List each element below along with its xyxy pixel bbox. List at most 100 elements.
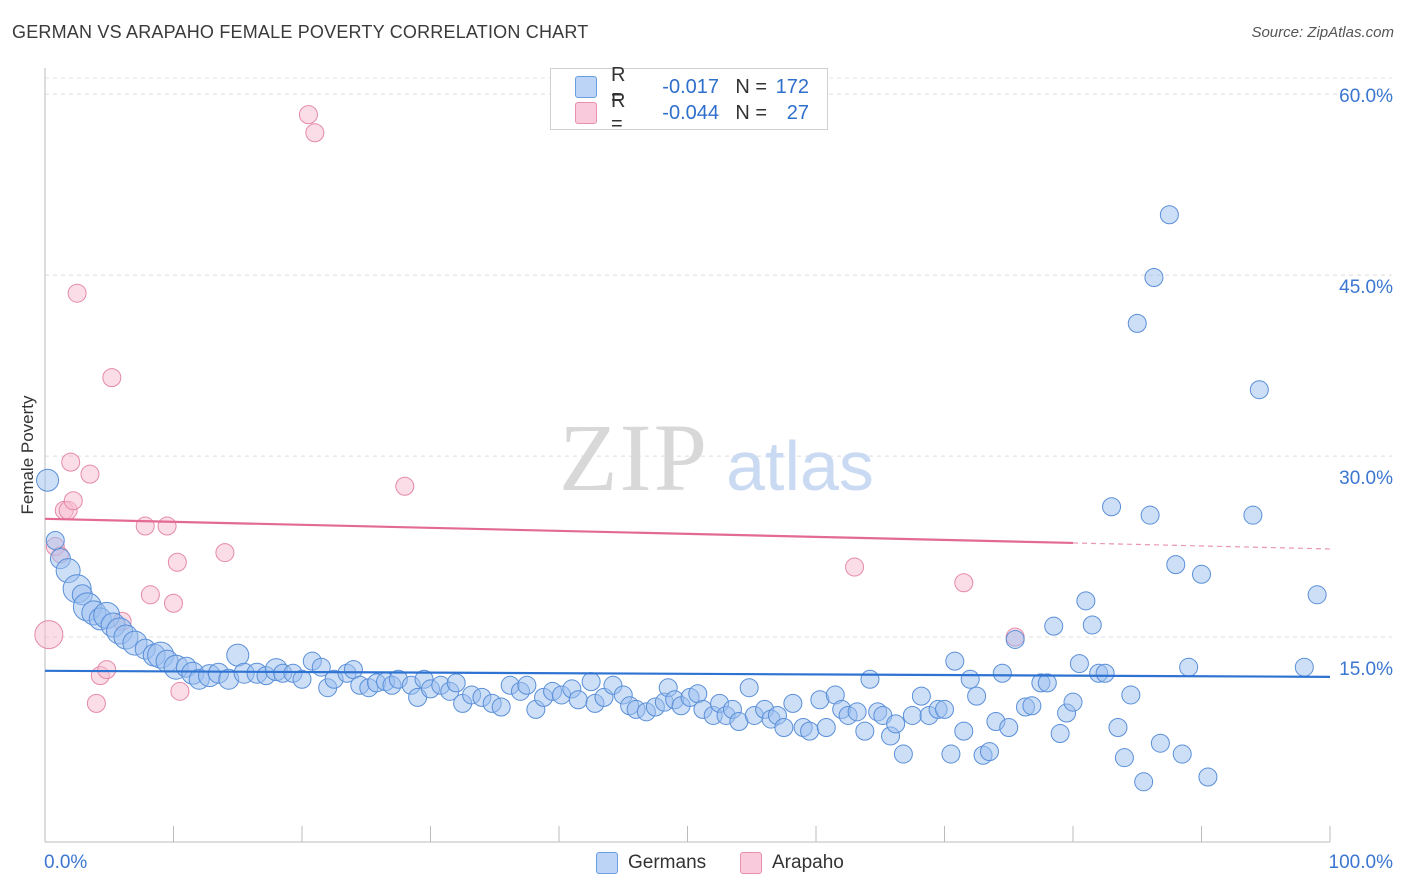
axes: [44, 68, 1331, 843]
germans-point: [893, 744, 913, 764]
germans-point: [860, 669, 880, 689]
legend-item-arapaho: Arapaho: [740, 852, 844, 874]
germans-point: [1140, 505, 1160, 525]
stats-legend: R = -0.017 N = 172 R = -0.044 N = 27: [550, 64, 828, 135]
germans-point: [1134, 772, 1154, 792]
germans-point: [886, 714, 906, 734]
arapaho-point: [395, 476, 415, 496]
germans-point: [967, 686, 987, 706]
chart-source: Source: ZipAtlas.com: [1251, 24, 1394, 41]
germans-point: [1249, 380, 1269, 400]
arapaho-swatch: [575, 102, 597, 124]
arapaho-point: [954, 573, 974, 593]
germans-point: [979, 742, 999, 762]
legend-row-arapaho: R = -0.044 N = 27: [575, 90, 809, 135]
germans-point: [800, 721, 820, 741]
legend-item-germans: Germans: [596, 852, 706, 874]
watermark-zip: ZIP: [559, 404, 709, 511]
germans-point: [911, 686, 931, 706]
germans-r-value: -0.017: [662, 75, 719, 98]
germans-legend-label: Germans: [628, 852, 707, 873]
arapaho-n-value: 27: [786, 101, 809, 124]
germans-point: [992, 663, 1012, 683]
germans-point: [783, 693, 803, 713]
arapaho-point: [97, 660, 117, 680]
germans-point: [855, 721, 875, 741]
arapaho-point: [845, 557, 865, 577]
arapaho-points: [34, 105, 1025, 713]
germans-point: [1198, 767, 1218, 787]
germans-n-value: 172: [775, 75, 809, 98]
germans-point: [517, 675, 537, 695]
arapaho-point: [164, 593, 183, 613]
germans-point: [945, 651, 965, 671]
germans-point: [1127, 313, 1147, 333]
germans-point: [1069, 654, 1089, 674]
arapaho-point: [298, 105, 318, 125]
germans-point: [1095, 663, 1115, 683]
arapaho-point: [86, 693, 106, 713]
germans-trend-line: [44, 669, 1331, 678]
germans-point: [902, 705, 922, 725]
germans-point: [935, 699, 954, 719]
x-tick-label: 100.0%: [1328, 852, 1393, 873]
germans-point: [1243, 505, 1263, 525]
arapaho-point: [63, 491, 83, 511]
germans-point: [1159, 205, 1179, 225]
watermark-atlas: atlas: [726, 427, 874, 505]
germans-point: [1063, 692, 1083, 712]
arapaho-point: [305, 123, 325, 143]
arapaho-point: [80, 464, 100, 484]
y-axis-label: Female Poverty: [18, 395, 37, 515]
arapaho-point: [157, 516, 177, 536]
grid-lines: [45, 77, 1392, 638]
germans-point: [1082, 615, 1102, 635]
germans-point: [1114, 748, 1134, 768]
r-label: R =: [611, 90, 626, 135]
germans-point: [1044, 616, 1064, 636]
germans-point: [1179, 657, 1199, 677]
germans-point: [1005, 629, 1025, 649]
y-tick-label: 45.0%: [1339, 277, 1393, 298]
germans-point: [1294, 657, 1314, 677]
germans-point: [1192, 564, 1211, 584]
germans-point: [960, 669, 980, 689]
germans-point: [581, 672, 601, 692]
germans-point: [36, 468, 60, 492]
x-tick-label: 0.0%: [44, 852, 88, 873]
germans-point: [568, 690, 588, 710]
germans-point: [446, 673, 466, 693]
arapaho-point: [34, 620, 64, 650]
germans-point: [1102, 497, 1122, 517]
germans-point: [1307, 585, 1327, 605]
series-legend: Germans Arapaho: [0, 852, 1406, 878]
arapaho-r-value: -0.044: [662, 101, 719, 124]
germans-point: [1037, 673, 1057, 693]
y-tick-label: 60.0%: [1339, 86, 1393, 107]
germans-point: [999, 718, 1019, 738]
germans-point: [954, 721, 974, 741]
arapaho-point: [135, 516, 155, 536]
legend-row-germans: R = -0.017 N = 172: [575, 64, 809, 109]
n-label: N =: [735, 101, 767, 124]
arapaho-legend-label: Arapaho: [772, 852, 844, 873]
germans-point: [816, 718, 836, 738]
chart-title: GERMAN VS ARAPAHO FEMALE POVERTY CORRELA…: [12, 22, 589, 42]
watermark: ZIP atlas: [559, 404, 874, 511]
arapaho-point: [140, 585, 160, 605]
germans-point: [1121, 685, 1141, 705]
arapaho-legend-swatch: [740, 852, 762, 874]
arapaho-point: [167, 552, 187, 572]
y-tick-label: 15.0%: [1339, 659, 1393, 680]
germans-point: [1076, 591, 1096, 611]
arapaho-trend-line: [44, 517, 1074, 545]
germans-point: [292, 669, 312, 689]
germans-point: [847, 702, 867, 722]
arapaho-point: [102, 368, 122, 388]
germans-point: [1108, 718, 1128, 738]
arapaho-point: [67, 283, 87, 303]
germans-point: [1166, 555, 1186, 575]
arapaho-point: [215, 543, 235, 563]
germans-swatch: [575, 76, 597, 98]
